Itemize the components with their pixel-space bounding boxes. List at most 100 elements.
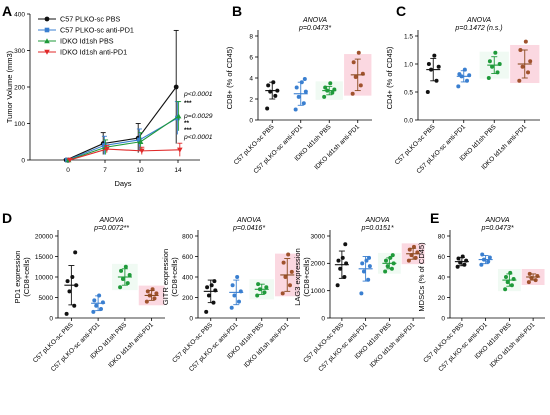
a-x-axis-title: Days [114, 179, 131, 188]
d1-data-point [152, 296, 157, 301]
e-x-tick-label: IDKO Id1sh anti-PD1 [489, 321, 537, 369]
e-data-point [527, 271, 532, 276]
a-annotation: p<0.0001 [183, 134, 213, 141]
a-y-tick-label: 400 [14, 11, 25, 18]
b-data-point [273, 93, 278, 98]
c-data-point [490, 64, 495, 69]
d2-data-point [235, 275, 240, 279]
b-y-axis-title: CD8+ (% of CD45) [225, 46, 234, 109]
d3-data-point [406, 258, 411, 263]
d2-data-point [280, 291, 285, 296]
c-data-point [493, 50, 498, 55]
a-legend-label: C57 PLKO-sc PBS [60, 15, 121, 24]
panel-label-d: D [2, 210, 12, 226]
d2-data-point [206, 293, 211, 298]
d2-data-point [236, 299, 241, 304]
d2-data-point [232, 293, 237, 298]
d3-data-point [367, 264, 372, 269]
d2-y-tick-label: 800 [182, 233, 193, 240]
c-data-point [456, 84, 461, 89]
a-y-axis-title: Tumor Volume (mm3) [5, 50, 14, 123]
d1-data-point [144, 299, 149, 304]
d1-y-axis-title: PD1 expression(CD8+cells) [13, 251, 31, 304]
a-legend-marker [44, 38, 50, 44]
b-data-point [350, 91, 355, 96]
a-y-tick-label: 200 [14, 84, 25, 91]
a-data-point [139, 148, 145, 154]
a-annotation: *** [184, 100, 192, 107]
a-annotation: p=0.0029 [183, 113, 213, 120]
b-data-point [323, 85, 328, 90]
d1-data-point [92, 298, 97, 303]
e-data-point [479, 262, 484, 267]
b-data-point [330, 90, 335, 95]
e-data-point [486, 259, 491, 264]
a-series-line [65, 86, 177, 161]
e-y-tick-label: 0 [441, 315, 445, 322]
d3-data-point [336, 258, 341, 263]
a-series-line [68, 115, 179, 161]
a-legend-label: C57 PLKO-sc anti-PD1 [60, 26, 134, 35]
d1-data-point [100, 300, 105, 305]
b-data-point [265, 106, 270, 111]
d3-title: ANOVA [364, 217, 389, 224]
a-data-point [177, 147, 183, 153]
d2-data-point [205, 285, 210, 290]
e-y-tick-label: 60 [438, 254, 446, 261]
d1-data-point [118, 285, 123, 290]
d2-subtitle: p=0.0416* [232, 225, 265, 232]
b-data-point [293, 107, 298, 112]
d2-y-tick-label: 600 [182, 254, 193, 261]
b-data-point [353, 74, 358, 79]
a-legend-marker [44, 49, 50, 55]
b-data-point [301, 101, 306, 106]
d3-y-axis-title: LAG3 expression(CD8+cells) [293, 248, 311, 306]
c-data-point [526, 70, 531, 75]
d1-data-point [98, 306, 103, 311]
d1-subtitle: p=0.0072** [93, 225, 129, 232]
d1-data-point [123, 264, 128, 269]
c-data-point [523, 39, 528, 44]
b-data-point [266, 83, 271, 88]
a-x-tick-label: 10 [136, 167, 144, 174]
d1-data-point [127, 272, 132, 277]
panel-label-e: E [430, 210, 439, 226]
d1-data-point [145, 289, 150, 294]
c-data-point [436, 64, 441, 69]
d1-title: ANOVA [98, 217, 123, 224]
c-data-point [486, 76, 491, 80]
panel-label-c: C [396, 3, 406, 19]
d2-data-point [264, 285, 269, 290]
c-data-point [520, 64, 525, 69]
d1-y-tick-label: 10000 [35, 274, 53, 281]
d3-data-point [340, 255, 345, 260]
d2-data-point [204, 309, 209, 314]
d3-y-tick-label: 3000 [311, 233, 326, 240]
d3-subtitle: p=0.0151* [360, 225, 393, 232]
d2-data-point [256, 282, 261, 287]
panel-label-a: A [2, 3, 12, 19]
a-data-point [67, 157, 73, 163]
d2-y-axis-title: GITR expression(CD8+cells) [161, 249, 179, 305]
c-data-point [432, 53, 437, 58]
d1-data-point [119, 268, 124, 273]
e-title: ANOVA [484, 217, 509, 224]
e-y-tick-label: 20 [438, 295, 446, 302]
d1-data-point [67, 289, 72, 294]
e-subtitle: p=0.0473* [480, 225, 513, 232]
c-data-point [426, 62, 431, 66]
d3-x-tick-label: C57 pLKO-sc PBS [302, 321, 345, 364]
a-y-tick-label: 100 [14, 121, 25, 128]
c-data-point [518, 48, 523, 52]
c-data-point [457, 72, 462, 77]
a-y-tick-label: 0 [21, 157, 25, 164]
e-y-axis-title: MDSCs (% of CD45) [417, 242, 426, 312]
d1-data-point [65, 279, 70, 284]
d2-data-point [209, 283, 214, 288]
a-data-point [137, 138, 144, 144]
d1-y-tick-label: 0 [49, 315, 53, 322]
a-x-tick-label: 7 [103, 167, 107, 174]
d1-data-point [91, 309, 96, 314]
e-x-tick-label: C57 pLKO-sc PBS [422, 321, 465, 364]
